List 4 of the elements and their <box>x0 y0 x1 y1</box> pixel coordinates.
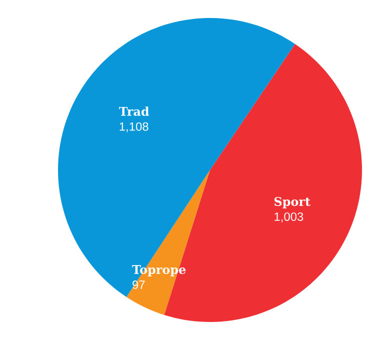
data-label: 1,108 <box>120 122 148 132</box>
slice-label: Sport <box>274 196 310 208</box>
data-label: 1,003 <box>274 212 304 222</box>
slice-label: Trad <box>119 106 150 116</box>
